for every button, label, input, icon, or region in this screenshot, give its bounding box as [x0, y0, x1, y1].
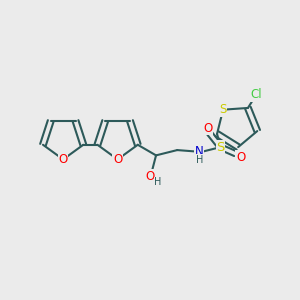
Text: S: S: [216, 141, 225, 154]
Text: O: O: [113, 153, 122, 166]
Text: O: O: [236, 151, 245, 164]
Text: O: O: [146, 170, 155, 183]
Text: N: N: [195, 145, 204, 158]
Text: H: H: [154, 178, 162, 188]
Text: Cl: Cl: [250, 88, 262, 101]
Text: O: O: [203, 122, 212, 135]
Text: O: O: [58, 153, 68, 166]
Text: S: S: [219, 103, 227, 116]
Text: H: H: [196, 155, 203, 165]
